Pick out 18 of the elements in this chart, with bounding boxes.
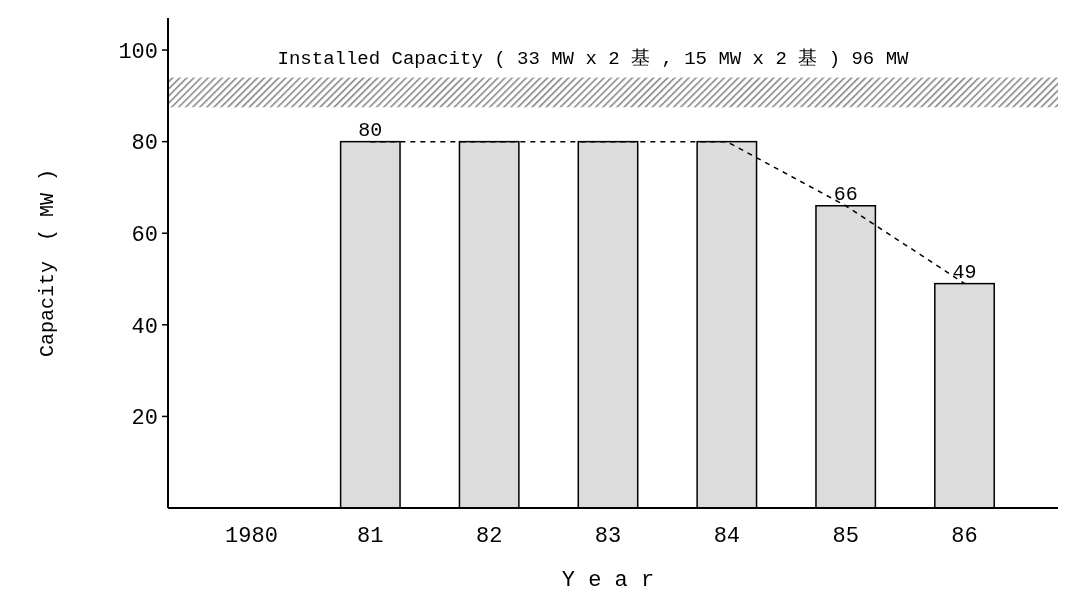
y-tick-label: 60 (131, 222, 158, 248)
x-tick-label: 84 (713, 524, 741, 549)
data-label: 66 (833, 182, 858, 206)
x-tick-label: 86 (951, 524, 978, 549)
band-label: Installed Capacity ( 33 MW x 2 基 , 15 MW x 2 基 ) 96 MW (277, 47, 910, 70)
y-tick-label: 80 (131, 131, 158, 157)
y-axis-title: Capacity ( MW ) (36, 168, 59, 358)
y-tick-label: 20 (131, 406, 158, 432)
data-label: 80 (358, 118, 383, 142)
y-tick-label: 100 (118, 39, 158, 65)
x-tick-label: 1980 (225, 524, 278, 549)
y-tick-label: 40 (131, 314, 158, 340)
x-tick-label: 81 (357, 524, 384, 549)
x-tick-label: 82 (475, 524, 503, 549)
x-axis-title: Y e a r (561, 568, 655, 593)
x-tick-label: 85 (832, 524, 859, 549)
x-tick-label: 83 (594, 524, 622, 549)
data-label: 49 (952, 260, 977, 284)
